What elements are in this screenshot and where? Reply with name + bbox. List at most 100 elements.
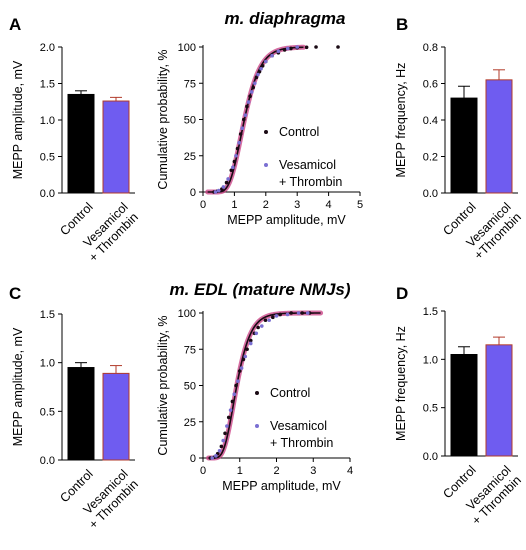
y-tick-label: 1.5 (40, 79, 55, 91)
data-point-control (223, 431, 227, 436)
data-point-vesamicol-thrombin (270, 53, 274, 58)
legend-label-thrombin: + Thrombin (270, 436, 333, 450)
panel-letter-c: C (9, 284, 21, 303)
y-tick-label: 0.2 (423, 152, 438, 164)
y-axis-label: MEPP frequency, Hz (394, 326, 408, 441)
data-point-control (300, 311, 305, 315)
legend-label-control: Control (279, 125, 319, 139)
data-point-control (251, 85, 256, 90)
data-point-vesamicol-thrombin (240, 126, 245, 130)
data-point-vesamicol-thrombin (225, 424, 229, 428)
data-point-vesamicol-thrombin (248, 341, 253, 346)
data-point-control (260, 64, 265, 68)
data-point-control (271, 315, 275, 320)
y-tick-label: 0.5 (423, 403, 438, 415)
legend-label-control: Control (270, 386, 310, 400)
y-tick-label: 0 (190, 187, 196, 199)
data-point-control (245, 347, 249, 352)
data-point-vesamicol-thrombin (234, 153, 238, 158)
panel-letter-b: B (396, 15, 408, 34)
y-tick-label: 100 (178, 308, 196, 320)
data-point-control (245, 104, 249, 109)
y-tick-label: 0.8 (423, 42, 438, 54)
x-axis-label: MEPP amplitude, mV (227, 213, 346, 227)
bar-control (67, 367, 95, 461)
data-point-vesamicol-thrombin (305, 311, 310, 315)
legend-marker-vesamicol-thrombin (255, 424, 259, 428)
data-point-vesamicol-thrombin (228, 408, 233, 412)
data-point-vesamicol-thrombin (243, 113, 248, 117)
data-point-vesamicol-thrombin (231, 165, 235, 170)
data-point-vesamicol-thrombin (217, 448, 222, 453)
bar-vesamicol-thrombin (485, 344, 513, 457)
data-point-vesamicol-thrombin (210, 456, 214, 460)
legend-label-thrombin: + Thrombin (279, 175, 342, 189)
data-point-control (314, 45, 318, 49)
data-point-vesamicol-thrombin (256, 72, 260, 77)
data-point-vesamicol-thrombin (264, 59, 268, 64)
y-tick-label: 2.0 (40, 42, 55, 54)
data-point-vesamicol-thrombin (232, 392, 237, 397)
data-point-vesamicol-thrombin (237, 140, 241, 145)
data-point-control (230, 399, 235, 404)
bar-control (67, 93, 95, 194)
data-point-vesamicol-thrombin (259, 66, 263, 71)
x-tick-label: 2 (273, 465, 279, 477)
y-axis-label: MEPP amplitude, mV (11, 327, 25, 446)
y-tick-label: 0.0 (40, 455, 55, 467)
y-tick-label: 0.4 (423, 115, 438, 127)
data-point-control (241, 357, 246, 362)
data-point-control (235, 146, 240, 151)
y-tick-label: 0.0 (423, 451, 438, 463)
y-tick-label: 1.5 (40, 309, 55, 321)
data-point-control (282, 48, 287, 52)
data-point-control (234, 383, 238, 388)
data-point-vesamicol-thrombin (214, 454, 218, 458)
y-tick-label: 75 (184, 78, 196, 90)
bar-control (450, 354, 478, 457)
y-axis-label: Cumulative probability, % (156, 315, 170, 455)
chart-title: m. diaphragma (225, 9, 346, 28)
data-point-vesamicol-thrombin (260, 324, 264, 328)
y-axis-label: MEPP amplitude, mV (11, 60, 25, 179)
x-tick-label: 0 (200, 199, 206, 211)
data-point-vesamicol-thrombin (274, 314, 279, 318)
data-point-control (304, 45, 309, 50)
data-point-vesamicol-thrombin (285, 312, 290, 317)
y-axis-label: Cumulative probability, % (156, 49, 170, 189)
bar-vesamicol-thrombin (102, 372, 130, 461)
y-tick-label: 0.0 (423, 188, 438, 200)
data-point-control (248, 338, 253, 343)
data-point-vesamicol-thrombin (216, 188, 221, 193)
x-tick-label: 3 (310, 465, 316, 477)
x-tick-label: 4 (326, 199, 332, 211)
data-point-control (257, 69, 262, 74)
legend-marker-control (264, 130, 268, 134)
y-tick-label: 1.0 (423, 354, 438, 366)
y-tick-label: 0.5 (40, 406, 55, 418)
y-tick-label: 25 (184, 417, 196, 429)
legend-label-vesamicol: Vesamicol (270, 419, 327, 433)
data-point-vesamicol-thrombin (226, 177, 230, 181)
data-point-control (219, 444, 224, 449)
data-point-control (229, 168, 234, 173)
x-tick-label: 2 (263, 199, 269, 211)
data-point-vesamicol-thrombin (285, 46, 290, 51)
chart-title: m. EDL (mature NMJs) (169, 280, 350, 299)
data-point-vesamicol-thrombin (254, 331, 259, 336)
data-point-vesamicol-thrombin (249, 90, 254, 94)
bar-control (450, 97, 478, 194)
data-point-control (336, 45, 340, 49)
data-point-vesamicol-thrombin (295, 45, 300, 49)
x-tick-label: 0 (200, 465, 206, 477)
y-tick-label: 0.0 (40, 188, 55, 200)
data-point-vesamicol-thrombin (221, 185, 226, 189)
bar-vesamicol-thrombin (485, 79, 513, 194)
data-point-vesamicol-thrombin (221, 438, 226, 443)
data-point-vesamicol-thrombin (296, 311, 301, 315)
data-point-vesamicol-thrombin (253, 81, 257, 86)
